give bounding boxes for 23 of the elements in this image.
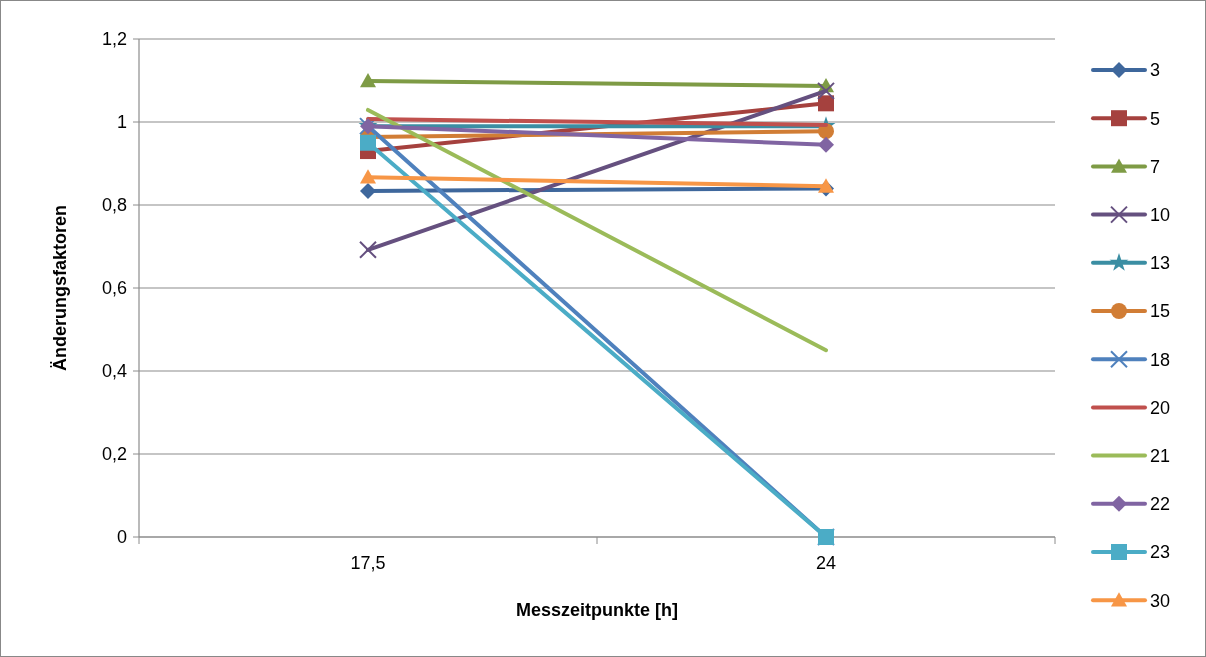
x-axis-title: Messzeitpunkte [h] <box>515 600 679 620</box>
y-tick-label: 0,8 <box>101 195 127 216</box>
legend-label: 7 <box>1150 156 1161 177</box>
legend-label: 20 <box>1150 397 1171 418</box>
legend-label: 3 <box>1150 60 1161 81</box>
legend-label: 21 <box>1150 445 1171 466</box>
legend-label: 13 <box>1150 253 1171 274</box>
legend-label: 22 <box>1150 494 1171 515</box>
x-tick-label: 17,5 <box>350 553 386 573</box>
y-tick-label: 0,2 <box>101 444 127 465</box>
y-axis-title: Änderungsfaktoren <box>50 204 70 372</box>
legend-label: 30 <box>1150 590 1171 611</box>
legend-label: 23 <box>1150 542 1171 563</box>
y-tick-label: 0,6 <box>101 278 127 299</box>
y-tick-label: 0 <box>116 527 127 548</box>
y-tick-label: 0,4 <box>101 361 127 382</box>
legend-label: 10 <box>1150 204 1171 225</box>
x-tick-label: 24 <box>815 553 837 573</box>
legend-label: 18 <box>1150 349 1171 370</box>
legend-label: 5 <box>1150 108 1161 129</box>
legend-label: 15 <box>1150 301 1171 322</box>
y-tick-label: 1,2 <box>101 29 127 50</box>
y-tick-label: 1 <box>116 112 127 133</box>
